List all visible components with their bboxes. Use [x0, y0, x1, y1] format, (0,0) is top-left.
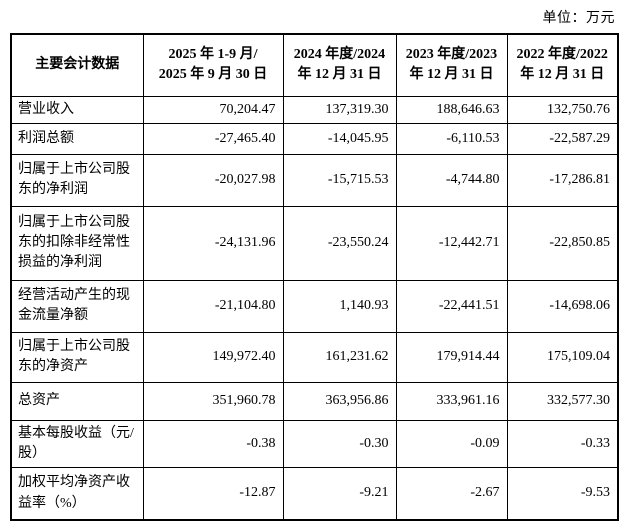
- cell-value: -6,110.53: [395, 122, 508, 155]
- cell-value: -15,715.53: [282, 153, 397, 207]
- header-period-2025: 2025 年 1-9 月/ 2025 年 9 月 30 日: [142, 33, 284, 97]
- header-period-2023: 2023 年度/2023 年 12 月 31 日: [395, 33, 508, 97]
- cell-value: -12,442.71: [395, 205, 508, 281]
- row-label-net-profit-attributable: 归属于上市公司股东的净利润: [10, 153, 144, 207]
- cell-value: -0.09: [395, 419, 508, 469]
- header-period-2024-line2: 年 12 月 31 日: [297, 67, 382, 83]
- cell-value: 188,646.63: [395, 95, 508, 124]
- header-period-2025-line2: 2025 年 9 月 30 日: [158, 67, 268, 83]
- cell-value: 161,231.62: [282, 331, 397, 383]
- row-label-total-profit: 利润总额: [10, 122, 144, 155]
- cell-value: -0.30: [282, 419, 397, 469]
- header-main-accounting-data: 主要会计数据: [10, 33, 144, 97]
- row-label-operating-revenue: 营业收入: [10, 95, 144, 124]
- cell-value: -17,286.81: [506, 153, 619, 207]
- cell-value: 363,956.86: [282, 381, 397, 421]
- key-accounting-data-table: 主要会计数据 2025 年 1-9 月/ 2025 年 9 月 30 日 202…: [10, 33, 619, 521]
- header-period-2023-line1: 2023 年度/2023: [405, 46, 498, 62]
- cell-value: 149,972.40: [142, 331, 284, 383]
- header-period-2024: 2024 年度/2024 年 12 月 31 日: [282, 33, 397, 97]
- header-period-2025-line1: 2025 年 1-9 月/: [168, 46, 258, 62]
- table-row: 经营活动产生的现金流量净额 -21,104.80 1,140.93 -22,44…: [10, 279, 619, 333]
- cell-value: -22,850.85: [506, 205, 619, 281]
- cell-value: -21,104.80: [142, 279, 284, 333]
- cell-value: 132,750.76: [506, 95, 619, 124]
- table-row: 基本每股收益（元/股） -0.38 -0.30 -0.09 -0.33: [10, 419, 619, 469]
- cell-value: 333,961.16: [395, 381, 508, 421]
- header-period-2023-line2: 年 12 月 31 日: [409, 67, 494, 83]
- table-row: 归属于上市公司股东的扣除非经常性损益的净利润 -24,131.96 -23,55…: [10, 205, 619, 281]
- cell-value: 332,577.30: [506, 381, 619, 421]
- cell-value: 351,960.78: [142, 381, 284, 421]
- cell-value: -2.67: [395, 467, 508, 521]
- table-header-row: 主要会计数据 2025 年 1-9 月/ 2025 年 9 月 30 日 202…: [10, 33, 619, 97]
- row-label-weighted-avg-roe: 加权平均净资产收益率（%）: [10, 467, 144, 521]
- cell-value: 179,914.44: [395, 331, 508, 383]
- cell-value: -14,045.95: [282, 122, 397, 155]
- cell-value: 70,204.47: [142, 95, 284, 124]
- row-label-net-profit-excl-nonrecurring: 归属于上市公司股东的扣除非经常性损益的净利润: [10, 205, 144, 281]
- cell-value: -12.87: [142, 467, 284, 521]
- cell-value: -24,131.96: [142, 205, 284, 281]
- table-row: 归属于上市公司股东的净资产 149,972.40 161,231.62 179,…: [10, 331, 619, 383]
- cell-value: 1,140.93: [282, 279, 397, 333]
- cell-value: -27,465.40: [142, 122, 284, 155]
- row-label-total-assets: 总资产: [10, 381, 144, 421]
- unit-label: 单位：万元: [542, 11, 615, 26]
- table-row: 总资产 351,960.78 363,956.86 333,961.16 332…: [10, 381, 619, 421]
- table-row: 归属于上市公司股东的净利润 -20,027.98 -15,715.53 -4,7…: [10, 153, 619, 207]
- header-period-2022: 2022 年度/2022 年 12 月 31 日: [506, 33, 619, 97]
- row-label-net-assets-attributable: 归属于上市公司股东的净资产: [10, 331, 144, 383]
- cell-value: -9.53: [506, 467, 619, 521]
- table-row: 营业收入 70,204.47 137,319.30 188,646.63 132…: [10, 95, 619, 124]
- cell-value: -23,550.24: [282, 205, 397, 281]
- header-period-2024-line1: 2024 年度/2024: [293, 46, 386, 62]
- header-period-2022-line1: 2022 年度/2022: [516, 46, 608, 62]
- cell-value: 137,319.30: [282, 95, 397, 124]
- cell-value: -20,027.98: [142, 153, 284, 207]
- table-row: 加权平均净资产收益率（%） -12.87 -9.21 -2.67 -9.53: [10, 467, 619, 521]
- row-label-operating-cash-flow: 经营活动产生的现金流量净额: [10, 279, 144, 333]
- table-row: 利润总额 -27,465.40 -14,045.95 -6,110.53 -22…: [10, 122, 619, 155]
- cell-value: -22,441.51: [395, 279, 508, 333]
- row-label-basic-eps: 基本每股收益（元/股）: [10, 419, 144, 469]
- cell-value: -22,587.29: [506, 122, 619, 155]
- cell-value: 175,109.04: [506, 331, 619, 383]
- cell-value: -0.33: [506, 419, 619, 469]
- cell-value: -4,744.80: [395, 153, 508, 207]
- cell-value: -0.38: [142, 419, 284, 469]
- cell-value: -9.21: [282, 467, 397, 521]
- cell-value: -14,698.06: [506, 279, 619, 333]
- header-period-2022-line2: 年 12 月 31 日: [520, 67, 605, 83]
